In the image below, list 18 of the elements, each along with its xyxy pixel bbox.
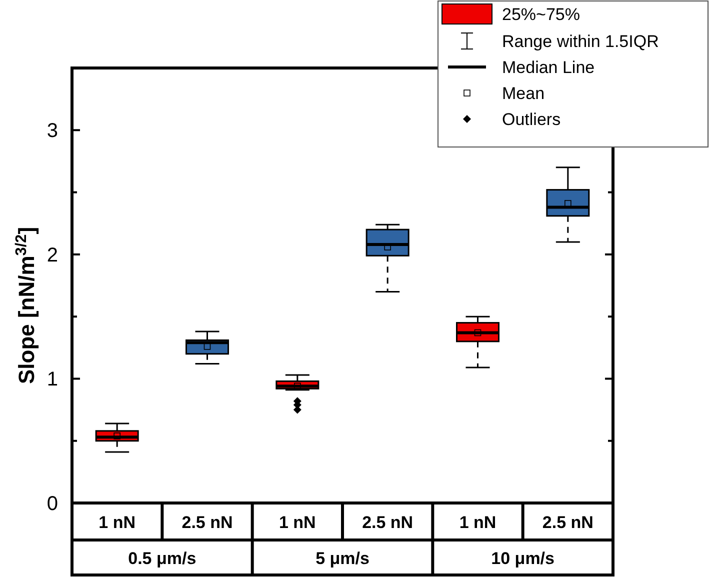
x-tick-label: 1 nN (98, 512, 136, 532)
text: 0.5 μm/s (128, 548, 196, 568)
text: 10 μm/s (491, 548, 554, 568)
legend-label: 25%~75% (502, 4, 580, 24)
x-tick-label: 1 nN (278, 512, 316, 532)
y-tick-label: 3 (46, 120, 58, 142)
text: 5 μm/s (316, 548, 370, 568)
x-tick-label: 2.5 nN (542, 512, 594, 532)
y-tick-label: 2 (46, 244, 58, 266)
text: Range within 1.5IQR (502, 32, 659, 51)
x-tick-label: 2.5 nN (362, 512, 414, 532)
annotation: Outliers (502, 110, 561, 129)
y-tick-label: 1 (46, 368, 58, 391)
annotation: Mean (502, 84, 545, 103)
annotation: Median Line (502, 58, 595, 77)
x-tick-label: 1 nN (459, 512, 496, 532)
y-tick-label: 0 (46, 493, 58, 515)
x-tick-label: 2.5 nN (182, 512, 233, 532)
